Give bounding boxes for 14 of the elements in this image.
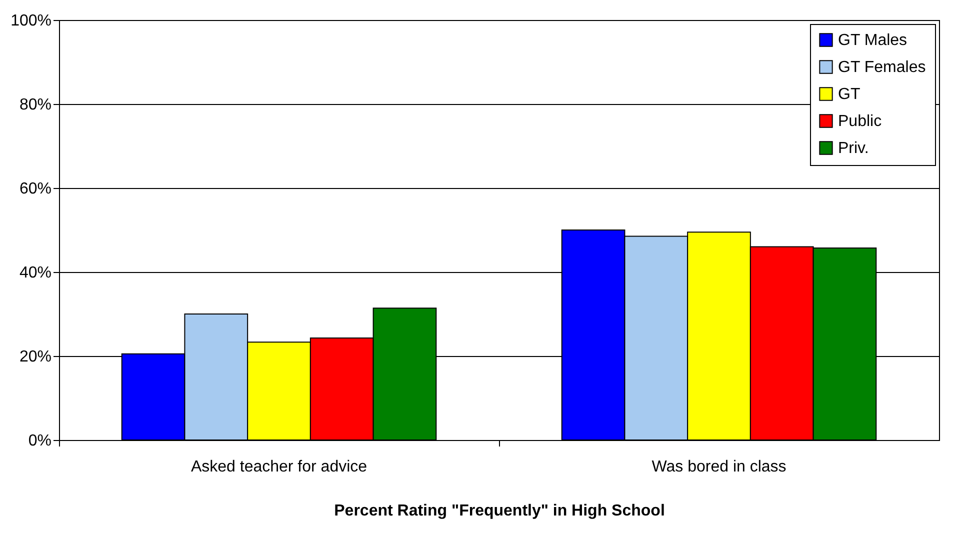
y-tick-label: 0% (28, 432, 52, 450)
y-tick-label: 100% (10, 12, 52, 30)
x-tick-label: Was bored in class (652, 458, 786, 476)
legend-label: GT (838, 86, 860, 103)
y-tick-label: 60% (19, 180, 52, 198)
y-tick-label: 80% (19, 96, 52, 114)
legend-label: GT Females (838, 59, 926, 76)
x-axis-title: Percent Rating "Frequently" in High School (334, 502, 665, 520)
legend-label: GT Males (838, 32, 908, 49)
legend-label: Priv. (838, 140, 869, 157)
x-tick-label: Asked teacher for advice (190, 458, 368, 476)
legend-label: Public (838, 113, 882, 130)
y-tick-label: 20% (19, 348, 52, 366)
y-tick-label: 40% (19, 264, 52, 282)
